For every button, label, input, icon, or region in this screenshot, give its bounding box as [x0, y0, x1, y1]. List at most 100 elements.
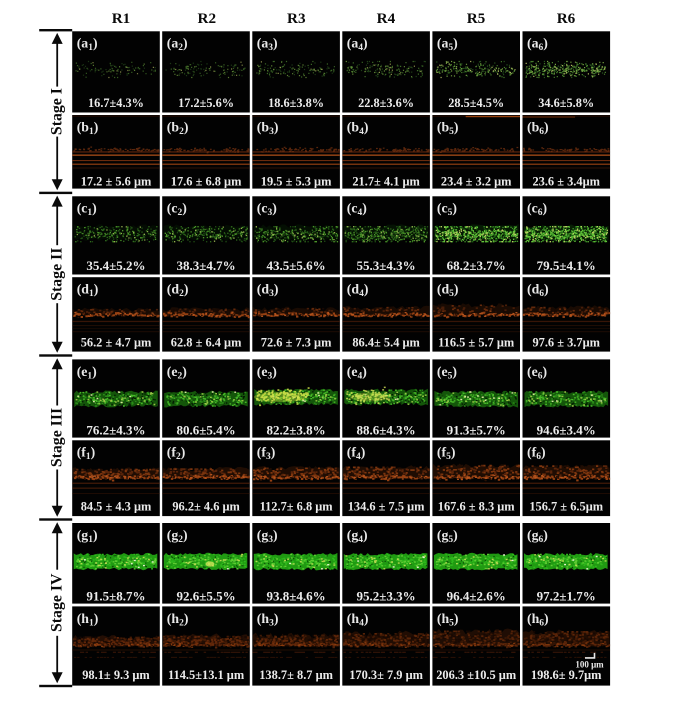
svg-text:(g3): (g3): [257, 527, 278, 545]
svg-text:R3: R3: [287, 10, 306, 27]
svg-text:(a4): (a4): [347, 36, 368, 54]
svg-text:21.7± 4.1 μm: 21.7± 4.1 μm: [352, 175, 420, 189]
svg-text:(e2): (e2): [167, 364, 187, 382]
svg-text:(f6): (f6): [527, 445, 546, 463]
svg-text:(f5): (f5): [437, 445, 456, 463]
svg-text:R2: R2: [198, 10, 217, 27]
svg-text:Stage II: Stage II: [48, 248, 65, 301]
svg-text:82.2±3.8%: 82.2±3.8%: [267, 422, 326, 437]
svg-text:72.6 ± 7.3 μm: 72.6 ± 7.3 μm: [261, 335, 332, 349]
svg-text:R6: R6: [557, 10, 576, 27]
svg-text:97.2±1.7%: 97.2±1.7%: [537, 588, 596, 603]
svg-text:R5: R5: [467, 10, 486, 27]
svg-text:17.2 ± 5.6 μm: 17.2 ± 5.6 μm: [81, 175, 152, 189]
svg-text:92.6±5.5%: 92.6±5.5%: [177, 588, 236, 603]
svg-text:(a1): (a1): [77, 36, 98, 54]
svg-text:(e4): (e4): [347, 364, 367, 382]
svg-text:(d3): (d3): [257, 282, 279, 300]
svg-text:18.6±3.8%: 18.6±3.8%: [268, 96, 324, 110]
svg-text:206.3 ±10.5 μm: 206.3 ±10.5 μm: [436, 668, 517, 682]
svg-text:68.2±3.7%: 68.2±3.7%: [447, 258, 506, 273]
svg-text:88.6±4.3%: 88.6±4.3%: [357, 422, 416, 437]
svg-text:(f3): (f3): [257, 445, 276, 463]
svg-text:96.2± 4.6 μm: 96.2± 4.6 μm: [172, 500, 240, 514]
svg-text:80.6±5.4%: 80.6±5.4%: [177, 422, 236, 437]
svg-text:(b2): (b2): [167, 119, 189, 137]
svg-text:(g5): (g5): [437, 527, 458, 545]
svg-text:19.5 ± 5.3 μm: 19.5 ± 5.3 μm: [261, 175, 332, 189]
svg-text:112.7± 6.8 μm: 112.7± 6.8 μm: [260, 500, 334, 514]
svg-text:(h3): (h3): [257, 611, 279, 629]
svg-text:(e6): (e6): [527, 364, 547, 382]
svg-text:23.6 ± 3.4μm: 23.6 ± 3.4μm: [532, 175, 600, 189]
svg-text:22.8±3.6%: 22.8±3.6%: [358, 96, 414, 110]
svg-text:38.3±4.7%: 38.3±4.7%: [177, 258, 236, 273]
svg-text:28.5±4.5%: 28.5±4.5%: [448, 96, 504, 110]
svg-text:R4: R4: [377, 10, 396, 27]
svg-text:(g2): (g2): [167, 527, 188, 545]
svg-text:100 μm: 100 μm: [575, 659, 604, 669]
svg-text:56.2 ± 4.7 μm: 56.2 ± 4.7 μm: [81, 335, 152, 349]
svg-text:(b3): (b3): [257, 119, 279, 137]
svg-text:(c1): (c1): [77, 201, 97, 219]
svg-text:(d2): (d2): [167, 282, 189, 300]
svg-text:34.6±5.8%: 34.6±5.8%: [538, 96, 594, 110]
svg-text:96.4±2.6%: 96.4±2.6%: [447, 588, 506, 603]
svg-text:23.4 ± 3.2 μm: 23.4 ± 3.2 μm: [441, 175, 512, 189]
svg-text:Stage IV: Stage IV: [48, 573, 65, 632]
svg-text:(h4): (h4): [347, 611, 369, 629]
svg-text:(d1): (d1): [77, 282, 99, 300]
svg-text:114.5±13.1 μm: 114.5±13.1 μm: [168, 668, 245, 682]
svg-text:138.7± 8.7 μm: 138.7± 8.7 μm: [259, 668, 333, 682]
svg-text:91.3±5.7%: 91.3±5.7%: [447, 422, 506, 437]
svg-text:17.2±5.6%: 17.2±5.6%: [178, 96, 234, 110]
svg-text:(e3): (e3): [257, 364, 277, 382]
svg-text:(h1): (h1): [77, 611, 99, 629]
svg-text:(a2): (a2): [167, 36, 188, 54]
svg-text:Stage I: Stage I: [49, 88, 66, 135]
svg-text:76.2±4.3%: 76.2±4.3%: [86, 422, 145, 437]
svg-text:134.6 ± 7.5 μm: 134.6 ± 7.5 μm: [348, 500, 425, 514]
svg-text:(a6): (a6): [527, 36, 548, 54]
svg-text:62.8 ± 6.4 μm: 62.8 ± 6.4 μm: [171, 335, 242, 349]
svg-text:(a5): (a5): [437, 36, 458, 54]
svg-text:156.7 ± 6.5μm: 156.7 ± 6.5μm: [529, 500, 603, 514]
svg-text:55.3±4.3%: 55.3±4.3%: [357, 258, 416, 273]
svg-text:16.7±4.3%: 16.7±4.3%: [88, 96, 144, 110]
svg-text:(c4): (c4): [347, 201, 367, 219]
svg-text:(e5): (e5): [437, 364, 457, 382]
svg-text:(h5): (h5): [437, 611, 459, 629]
svg-text:(g4): (g4): [347, 527, 368, 545]
svg-text:84.5 ± 4.3 μm: 84.5 ± 4.3 μm: [81, 500, 152, 514]
svg-text:97.6 ± 3.7μm: 97.6 ± 3.7μm: [532, 335, 600, 349]
svg-text:(d6): (d6): [527, 282, 549, 300]
svg-text:(f2): (f2): [167, 445, 186, 463]
svg-text:(d4): (d4): [347, 282, 369, 300]
svg-text:(b5): (b5): [437, 119, 459, 137]
svg-text:(b6): (b6): [527, 119, 549, 137]
svg-text:(h6): (h6): [527, 611, 549, 629]
svg-text:(c5): (c5): [437, 201, 457, 219]
svg-text:(c2): (c2): [167, 201, 187, 219]
svg-text:(f1): (f1): [77, 445, 96, 463]
svg-text:95.2±3.3%: 95.2±3.3%: [357, 588, 416, 603]
svg-text:(f4): (f4): [347, 445, 366, 463]
svg-text:(d5): (d5): [437, 282, 459, 300]
svg-text:79.5±4.1%: 79.5±4.1%: [537, 258, 596, 273]
svg-text:(b1): (b1): [77, 119, 99, 137]
svg-text:(c3): (c3): [257, 201, 277, 219]
svg-text:86.4± 5.4 μm: 86.4± 5.4 μm: [352, 335, 420, 349]
svg-text:Stage III: Stage III: [48, 408, 65, 467]
svg-text:167.6 ± 8.3 μm: 167.6 ± 8.3 μm: [438, 500, 515, 514]
svg-text:98.1± 9.3 μm: 98.1± 9.3 μm: [82, 668, 150, 682]
svg-text:116.5 ± 5.7 μm: 116.5 ± 5.7 μm: [438, 335, 515, 349]
svg-text:R1: R1: [112, 10, 131, 27]
svg-text:(e1): (e1): [77, 364, 97, 382]
svg-text:91.5±8.7%: 91.5±8.7%: [86, 588, 145, 603]
svg-text:35.4±5.2%: 35.4±5.2%: [86, 258, 145, 273]
svg-text:(b4): (b4): [347, 119, 369, 137]
svg-text:170.3± 7.9 μm: 170.3± 7.9 μm: [349, 668, 423, 682]
svg-text:43.5±5.6%: 43.5±5.6%: [267, 258, 326, 273]
svg-text:(g1): (g1): [77, 527, 98, 545]
svg-text:198.6± 9.7μm: 198.6± 9.7μm: [531, 668, 602, 682]
